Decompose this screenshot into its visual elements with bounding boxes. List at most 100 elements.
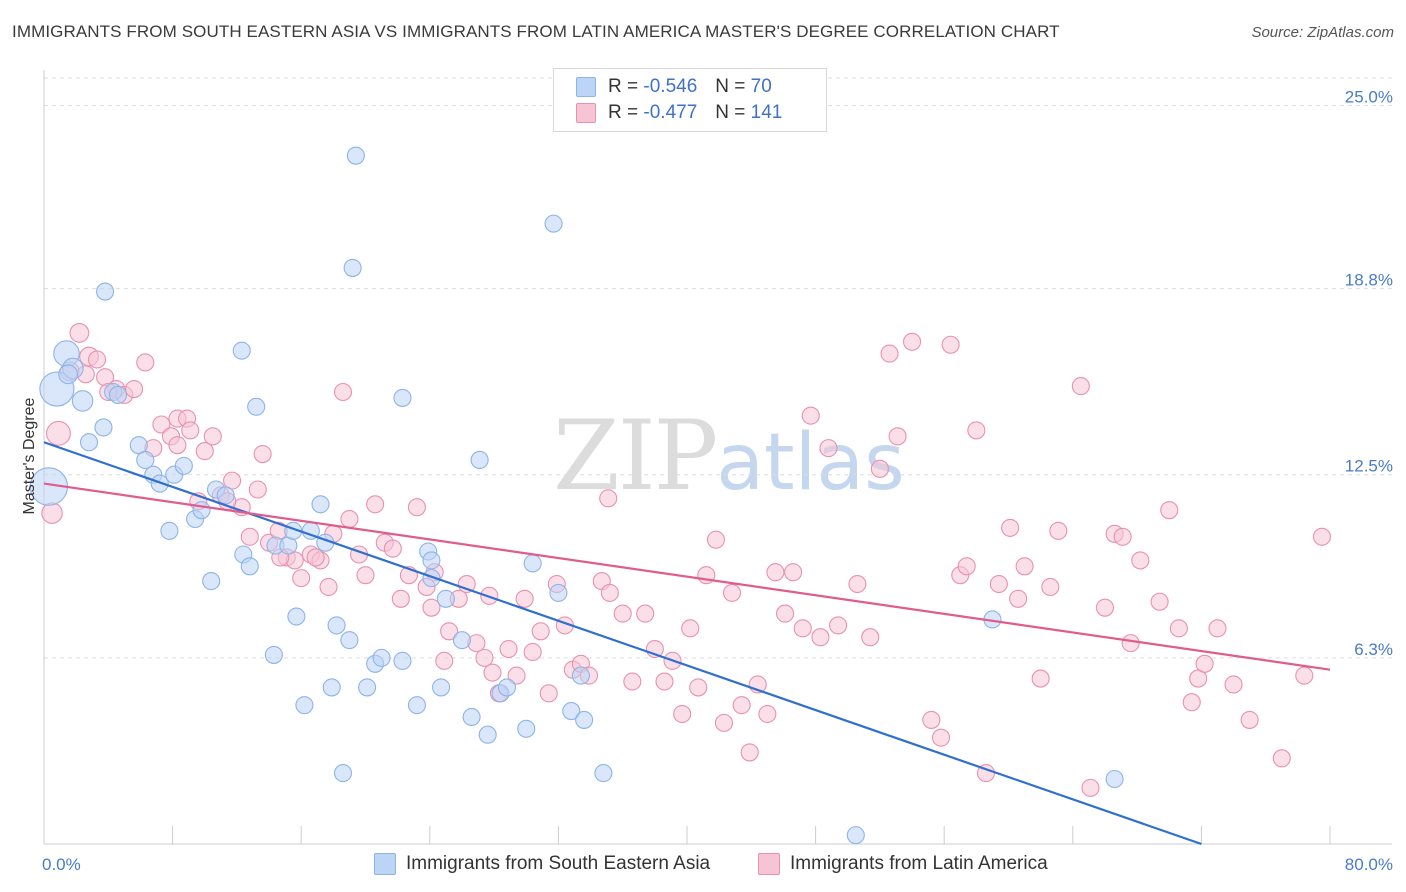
sea-point-64	[571, 666, 590, 685]
latam-point-77	[706, 530, 725, 549]
latam-point-90	[819, 439, 838, 458]
latam-point-58	[531, 622, 550, 641]
latam-point-108	[1031, 669, 1050, 688]
latam-point-87	[793, 619, 812, 638]
sea-point-42	[358, 678, 377, 697]
legend-swatch-sea	[576, 77, 596, 97]
sea-point-48	[422, 551, 441, 570]
latam-point-99	[941, 335, 960, 354]
latam-point-41	[391, 589, 410, 608]
sea-point-54	[478, 725, 497, 744]
latam-point-46	[435, 651, 454, 670]
latam-point-89	[811, 628, 830, 647]
sea-point-23	[240, 557, 259, 576]
sea-point-52	[462, 707, 481, 727]
legend-r-value-latam: -0.477	[643, 102, 698, 123]
latam-point-116	[1121, 634, 1140, 653]
latam-point-118	[1150, 592, 1169, 611]
latam-point-83	[758, 704, 777, 724]
sea-point-44	[372, 648, 391, 667]
y-tick-label-0: 6.3%	[1354, 640, 1393, 659]
latam-point-107	[1015, 557, 1034, 576]
sea-trend-line	[43, 441, 1202, 846]
latam-point-18	[203, 427, 222, 446]
latam-point-140	[870, 459, 889, 478]
y-tick-label-1: 12.5%	[1345, 457, 1393, 476]
sea-point-62	[575, 710, 594, 729]
sea-point-60	[549, 583, 568, 602]
axes	[43, 70, 1392, 845]
legend-n-label-latam: N =	[715, 102, 746, 123]
latam-point-96	[902, 332, 922, 351]
latam-point-17	[195, 442, 214, 461]
latam-point-120	[1169, 619, 1188, 638]
latam-point-69	[636, 604, 655, 623]
latam-point-86	[784, 563, 803, 582]
latam-point-117	[1131, 551, 1150, 570]
latam-point-115	[1113, 527, 1132, 546]
legend-n-label-sea: N =	[715, 76, 746, 97]
stats-legend: R = -0.546 N = 70 R = -0.477 N = 141	[553, 68, 827, 132]
latam-point-51	[475, 648, 494, 667]
latam-point-119	[1160, 501, 1179, 520]
latam-point-74	[681, 619, 700, 638]
bottom-legend-sea: Immigrants from South Eastern Asia	[374, 852, 710, 876]
sea-point-59	[544, 214, 563, 233]
latam-point-106	[1009, 589, 1028, 608]
latam-point-137	[422, 598, 441, 617]
latam-point-85	[776, 604, 795, 623]
latam-trend-line	[43, 482, 1331, 671]
sea-point-63	[594, 764, 613, 783]
latam-point-43	[407, 498, 426, 517]
latam-point-71	[655, 672, 674, 691]
latam-point-66	[600, 583, 619, 602]
sea-point-6	[96, 282, 115, 301]
latam-point-12	[152, 415, 171, 434]
x-tick-label-1: 80.0%	[1345, 855, 1393, 874]
legend-n-value-sea: 70	[750, 76, 772, 97]
sea-point-68	[1105, 769, 1124, 789]
sea-point-50	[436, 589, 455, 608]
sea-point-57	[517, 719, 536, 738]
sea-point-14	[150, 474, 169, 493]
latam-point-91	[829, 616, 848, 635]
sea-point-46	[407, 696, 426, 715]
sea-point-41	[343, 258, 362, 277]
latam-point-59	[539, 684, 558, 703]
watermark-zip: ZIP	[553, 400, 718, 512]
sea-point-7	[79, 433, 99, 452]
latam-point-92	[848, 574, 867, 594]
sea-point-24	[202, 572, 221, 591]
latam-point-98	[931, 728, 951, 747]
legend-n-value-latam: 141	[750, 102, 783, 123]
latam-point-81	[740, 743, 759, 762]
latam-point-94	[880, 344, 899, 363]
latam-point-113	[1095, 598, 1114, 617]
latam-point-23	[248, 480, 267, 499]
chart-source: Source: ZipAtlas.com	[1251, 24, 1394, 41]
bottom-legend-label-latam: Immigrants from Latin America	[790, 853, 1048, 874]
latam-point-129	[1312, 527, 1332, 546]
sea-point-45	[393, 651, 412, 670]
latam-point-139	[599, 489, 618, 508]
latam-point-123	[1195, 654, 1214, 673]
latam-point-112	[1081, 778, 1100, 797]
latam-point-136	[306, 548, 325, 567]
sea-point-17	[160, 521, 179, 540]
sea-point-66	[422, 569, 441, 588]
data-points	[29, 146, 1332, 845]
sea-point-12	[136, 450, 155, 470]
latam-point-35	[340, 509, 359, 529]
sea-point-19	[192, 501, 211, 520]
latam-point-80	[732, 696, 751, 715]
legend-swatch-latam	[576, 103, 596, 123]
latam-point-55	[507, 666, 526, 685]
bottom-legend-latam: Immigrants from Latin America	[758, 852, 1048, 876]
latam-point-1	[46, 420, 71, 446]
latam-point-34	[333, 382, 353, 402]
latam-point-75	[689, 678, 708, 697]
sea-point-69	[846, 826, 865, 845]
y-tick-label-3: 25.0%	[1345, 87, 1393, 106]
latam-point-47	[440, 622, 459, 641]
